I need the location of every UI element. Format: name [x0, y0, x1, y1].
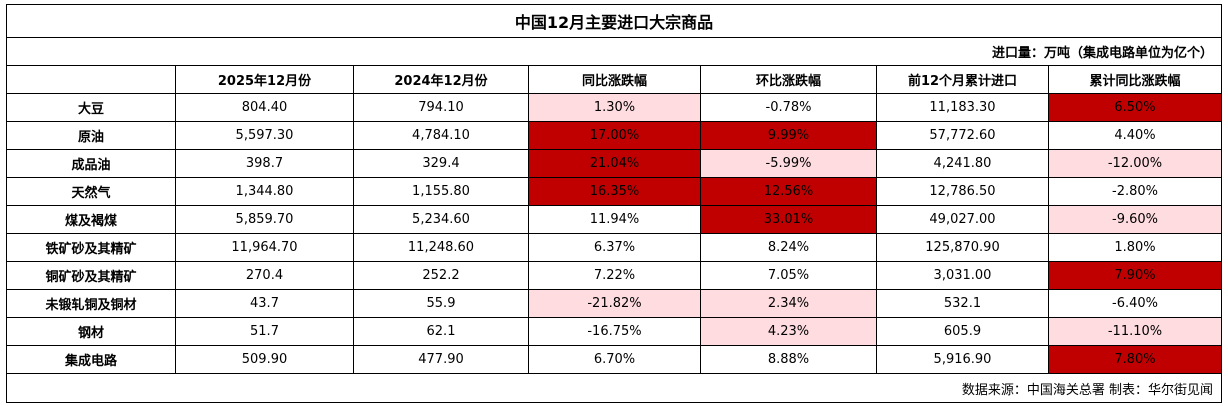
- row: 铜矿砂及其精矿 270.4 252.2 7.22% 7.05% 3,031.00 7.90%: [6, 261, 1222, 290]
- unit-note: 进口量：万吨（集成电路单位为亿个）: [6, 37, 1222, 66]
- cell: 4,784.10: [353, 121, 529, 150]
- cell: 605.9: [876, 317, 1049, 346]
- cell: 398.7: [175, 149, 354, 178]
- row-label: 天然气: [6, 177, 176, 206]
- header-cell: 2025年12月份: [175, 65, 354, 94]
- commodity-table: 中国12月主要进口大宗商品 进口量：万吨（集成电路单位为亿个） 2025年12月…: [6, 4, 1222, 403]
- cell: -12.00%: [1048, 149, 1222, 178]
- header-cell: [6, 65, 176, 94]
- cell: 5,234.60: [353, 205, 529, 234]
- cell: 3,031.00: [876, 261, 1049, 290]
- row: 大豆 804.40 794.10 1.30% -0.78% 11,183.30 6.50%: [6, 93, 1222, 122]
- cell: 6.37%: [528, 233, 701, 262]
- cell: 43.7: [175, 289, 354, 318]
- cell: 1,155.80: [353, 177, 529, 206]
- row-label: 大豆: [6, 93, 176, 122]
- cell: -16.75%: [528, 317, 701, 346]
- cell: 7.80%: [1048, 345, 1222, 374]
- cell: 1,344.80: [175, 177, 354, 206]
- cell: 270.4: [175, 261, 354, 290]
- cell: 252.2: [353, 261, 529, 290]
- cell: -5.99%: [700, 149, 877, 178]
- cell: 49,027.00: [876, 205, 1049, 234]
- title: 中国12月主要进口大宗商品: [6, 4, 1222, 38]
- cell: 4.23%: [700, 317, 877, 346]
- cell: 62.1: [353, 317, 529, 346]
- cell: 6.50%: [1048, 93, 1222, 122]
- row-label: 铜矿砂及其精矿: [6, 261, 176, 290]
- cell: 9.99%: [700, 121, 877, 150]
- cell: 17.00%: [528, 121, 701, 150]
- row-label: 集成电路: [6, 345, 176, 374]
- row-label: 成品油: [6, 149, 176, 178]
- footer-row: 数据来源：中国海关总署 制表：华尔街见闻: [6, 373, 1222, 403]
- cell: 5,859.70: [175, 205, 354, 234]
- cell: 12,786.50: [876, 177, 1049, 206]
- row: 成品油 398.7 329.4 21.04% -5.99% 4,241.80 -12.00%: [6, 149, 1222, 178]
- header-cell: 环比涨跌幅: [700, 65, 877, 94]
- cell: 329.4: [353, 149, 529, 178]
- cell: 1.30%: [528, 93, 701, 122]
- cell: -0.78%: [700, 93, 877, 122]
- row-label: 钢材: [6, 317, 176, 346]
- cell: 8.24%: [700, 233, 877, 262]
- cell: 57,772.60: [876, 121, 1049, 150]
- cell: 794.10: [353, 93, 529, 122]
- cell: 11,248.60: [353, 233, 529, 262]
- cell: 11,183.30: [876, 93, 1049, 122]
- cell: 7.90%: [1048, 261, 1222, 290]
- row: 原油 5,597.30 4,784.10 17.00% 9.99% 57,772.60 4.…: [6, 121, 1222, 150]
- cell: 21.04%: [528, 149, 701, 178]
- cell: -2.80%: [1048, 177, 1222, 206]
- row-label: 煤及褐煤: [6, 205, 176, 234]
- cell: 7.22%: [528, 261, 701, 290]
- header-cell: 同比涨跌幅: [528, 65, 701, 94]
- cell: 1.80%: [1048, 233, 1222, 262]
- row-label: 原油: [6, 121, 176, 150]
- cell: 33.01%: [700, 205, 877, 234]
- row: 未锻轧铜及铜材 43.7 55.9 -21.82% 2.34% 532.1 -6.40%: [6, 289, 1222, 318]
- cell: -21.82%: [528, 289, 701, 318]
- row-label: 铁矿砂及其精矿: [6, 233, 176, 262]
- cell: -6.40%: [1048, 289, 1222, 318]
- header-cell: 累计同比涨跌幅: [1048, 65, 1222, 94]
- row: 钢材 51.7 62.1 -16.75% 4.23% 605.9 -11.10%: [6, 317, 1222, 346]
- cell: 5,916.90: [876, 345, 1049, 374]
- cell: 4.40%: [1048, 121, 1222, 150]
- cell: 16.35%: [528, 177, 701, 206]
- row: 天然气 1,344.80 1,155.80 16.35% 12.56% 12,786.50…: [6, 177, 1222, 206]
- cell: 2.34%: [700, 289, 877, 318]
- cell: 6.70%: [528, 345, 701, 374]
- cell: 804.40: [175, 93, 354, 122]
- cell: 11,964.70: [175, 233, 354, 262]
- cell: 532.1: [876, 289, 1049, 318]
- cell: 11.94%: [528, 205, 701, 234]
- cell: 4,241.80: [876, 149, 1049, 178]
- cell: -9.60%: [1048, 205, 1222, 234]
- cell: 51.7: [175, 317, 354, 346]
- cell: 5,597.30: [175, 121, 354, 150]
- cell: 477.90: [353, 345, 529, 374]
- cell: 509.90: [175, 345, 354, 374]
- row: 集成电路 509.90 477.90 6.70% 8.88% 5,916.90 7.80%: [6, 345, 1222, 374]
- cell: 7.05%: [700, 261, 877, 290]
- row-label: 未锻轧铜及铜材: [6, 289, 176, 318]
- header-cell: 2024年12月份: [353, 65, 529, 94]
- cell: 125,870.90: [876, 233, 1049, 262]
- cell: -11.10%: [1048, 317, 1222, 346]
- footer: 数据来源：中国海关总署 制表：华尔街见闻: [6, 373, 1222, 403]
- header-cell: 前12个月累计进口: [876, 65, 1049, 94]
- row: 铁矿砂及其精矿 11,964.70 11,248.60 6.37% 8.24% 125,8…: [6, 233, 1222, 262]
- cell: 55.9: [353, 289, 529, 318]
- row: 煤及褐煤 5,859.70 5,234.60 11.94% 33.01% 49,027.0…: [6, 205, 1222, 234]
- cell: 12.56%: [700, 177, 877, 206]
- cell: 8.88%: [700, 345, 877, 374]
